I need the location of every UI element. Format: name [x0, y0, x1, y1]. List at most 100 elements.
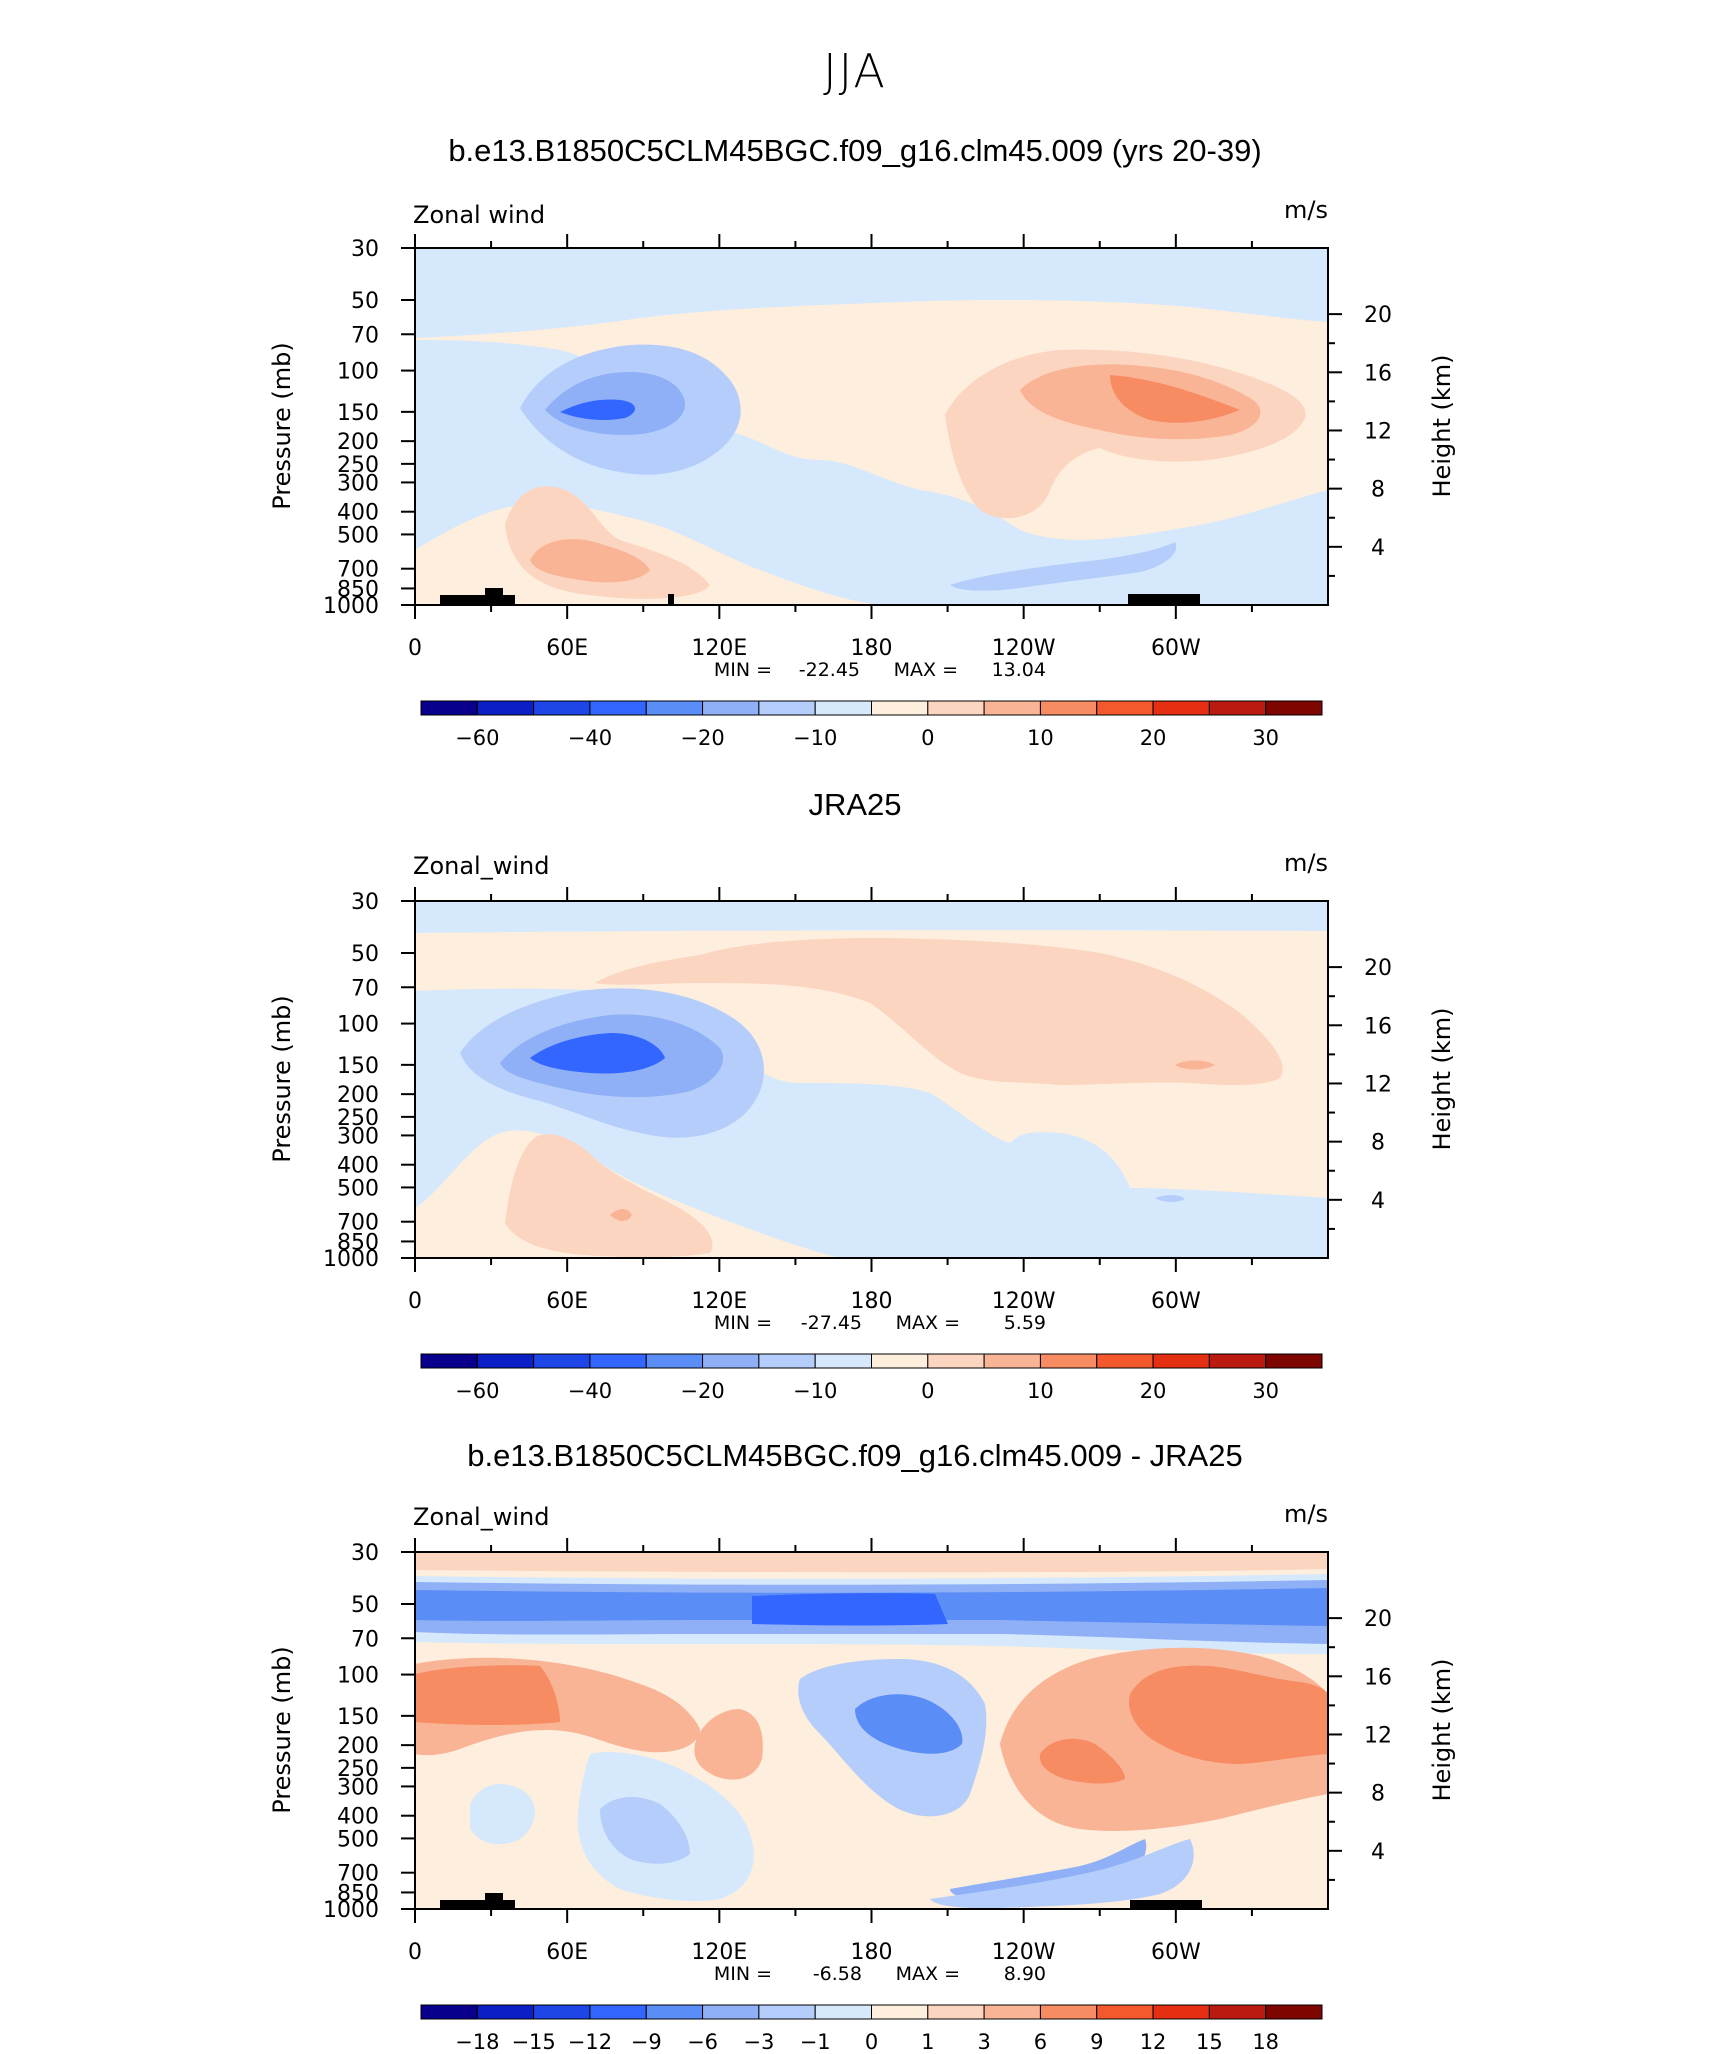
- colorbar-label: −3: [743, 2030, 774, 2054]
- positive-left-core: [415, 1665, 560, 1725]
- y-tick-label: 150: [337, 401, 379, 426]
- colorbar-swatch: [871, 700, 929, 716]
- height-tick-label: 16: [1364, 1665, 1392, 1690]
- panel-2-chart: 0 60E 120E 180 120W 60W 305070100150200250300…: [268, 849, 1456, 1403]
- colorbar-swatch: [983, 1353, 1041, 1369]
- x-tick-label: 60W: [1151, 636, 1201, 661]
- colorbar-swatch: [476, 2004, 535, 2020]
- y-tick-label: 250: [337, 1106, 379, 1131]
- colorbar-swatch: [1208, 1353, 1267, 1369]
- y-tick-label: 850: [337, 1230, 379, 1255]
- colorbar-swatch: [420, 1353, 478, 1369]
- colorbar-swatch: [1039, 1353, 1098, 1369]
- y-tick-label: 50: [351, 289, 379, 314]
- units-label: m/s: [1284, 196, 1328, 224]
- negative-lower-spot: [1155, 1195, 1185, 1202]
- y-tick-label: 1000: [323, 594, 379, 619]
- y-tick-label: 70: [351, 1627, 379, 1652]
- panel-2-field: [415, 901, 1328, 1258]
- colorbar-swatch: [814, 700, 872, 716]
- colorbar-swatch: [1096, 1353, 1154, 1369]
- min-value: -22.45: [799, 659, 860, 681]
- height-tick-label: 4: [1371, 1189, 1385, 1214]
- height-tick-label: 20: [1364, 303, 1392, 328]
- panel-3-title: b.e13.B1850C5CLM45BGC.f09_g16.clm45.009 …: [467, 1438, 1243, 1473]
- y-tick-label: 850: [337, 1881, 379, 1906]
- colorbar-swatch: [1039, 2004, 1098, 2020]
- stratosphere-band: [415, 248, 1328, 305]
- colorbar-label: 20: [1140, 726, 1167, 750]
- min-value: -27.45: [801, 1312, 862, 1334]
- y-tick-label: 200: [337, 1734, 379, 1759]
- colorbar-swatch: [645, 700, 704, 716]
- colorbar-swatch: [758, 2004, 816, 2020]
- negative-jet-west-3: [560, 399, 636, 420]
- x-tick-label: 120W: [992, 1940, 1056, 1965]
- x-tick-label: 120W: [992, 636, 1056, 661]
- land-mask: [440, 1893, 1202, 1909]
- colorbar-swatch: [589, 700, 647, 716]
- y-tick-label: 100: [337, 360, 379, 385]
- land-mask: [440, 588, 1200, 605]
- y-tick-label: 300: [337, 471, 379, 496]
- negative-mid-core: [855, 1694, 963, 1754]
- positive-right-core-2: [1039, 1738, 1125, 1784]
- positive-lower-spot: [610, 1209, 632, 1221]
- x-tick-label: 60E: [546, 1940, 588, 1965]
- height-tick-label: 4: [1371, 536, 1385, 561]
- y-axis-label-right: Height (km): [1428, 1008, 1456, 1151]
- colorbar-label: 20: [1140, 1379, 1167, 1403]
- min-label: MIN =: [714, 659, 772, 681]
- min-label: MIN =: [714, 1312, 772, 1334]
- colorbar-swatch: [927, 2004, 985, 2020]
- y-tick-label: 50: [351, 942, 379, 967]
- colorbar-swatch: [476, 1353, 535, 1369]
- colorbar-swatch: [758, 1353, 816, 1369]
- colorbar-label: −1: [800, 2030, 831, 2054]
- colorbar-label: 0: [921, 1379, 934, 1403]
- colorbar-label: 1: [921, 2030, 934, 2054]
- y-tick-label: 150: [337, 1054, 379, 1079]
- positive-core: [595, 938, 1283, 1086]
- negative-lower-mid-2: [600, 1797, 690, 1864]
- negative-jet-west-3: [530, 1033, 665, 1074]
- y-tick-label: 850: [337, 577, 379, 602]
- colorbar-label: 30: [1252, 1379, 1279, 1403]
- y-tick-label: 200: [337, 1083, 379, 1108]
- colorbar-label: 12: [1140, 2030, 1167, 2054]
- positive-lower-west-2: [530, 539, 650, 583]
- variable-label: Zonal_wind: [413, 1503, 549, 1531]
- height-ticks: 20 16 12 8 4: [1328, 1607, 1392, 1881]
- min-label: MIN =: [714, 1963, 772, 1985]
- positive-right-core: [1129, 1665, 1328, 1764]
- colorbar-swatch: [645, 2004, 704, 2020]
- height-tick-label: 12: [1364, 419, 1392, 444]
- y-axis-label: Pressure (mb): [268, 342, 296, 509]
- x-tick-label: 0: [408, 636, 422, 661]
- y-tick-label: 300: [337, 1124, 379, 1149]
- height-tick-label: 4: [1371, 1840, 1385, 1865]
- panel-1-chart: 0 60E 120E 180 120W 60W 305070100150200250300…: [268, 196, 1456, 750]
- min-value: -6.58: [813, 1963, 862, 1985]
- colorbar-label: −9: [631, 2030, 662, 2054]
- x-tick-label: 120W: [992, 1289, 1056, 1314]
- colorbar-label: −15: [511, 2030, 555, 2054]
- panel-3-chart: 0 60E 120E 180 120W 60W 305070100150200250300…: [268, 1500, 1456, 2054]
- panel-3: 0 60E 120E 180 120W 60W 30 50 70 100 150 200 250 300…: [0, 1494, 1710, 2054]
- x-tick-label: 60W: [1151, 1289, 1201, 1314]
- max-label: MAX =: [894, 659, 958, 681]
- y-tick-label: 100: [337, 1013, 379, 1038]
- colorbar-swatch: [871, 1353, 929, 1369]
- colorbar-label: −10: [793, 1379, 837, 1403]
- max-value: 8.90: [1004, 1963, 1046, 1985]
- panel-1: 0 60E 120E 180 120W 60W 30 50 70 100 150 200 250 300…: [0, 190, 1710, 750]
- x-ticks: 0 60E 120E 180 120W 60W: [408, 234, 1253, 661]
- colorbar-label: −60: [455, 1379, 499, 1403]
- colorbar-swatch: [1265, 1353, 1323, 1369]
- y-tick-label: 700: [337, 1211, 379, 1236]
- negative-lower-east: [950, 542, 1177, 591]
- variable-label: Zonal wind: [413, 201, 545, 229]
- max-label: MAX =: [896, 1963, 960, 1985]
- height-tick-label: 8: [1371, 1131, 1385, 1156]
- y-tick-label: 50: [351, 1593, 379, 1618]
